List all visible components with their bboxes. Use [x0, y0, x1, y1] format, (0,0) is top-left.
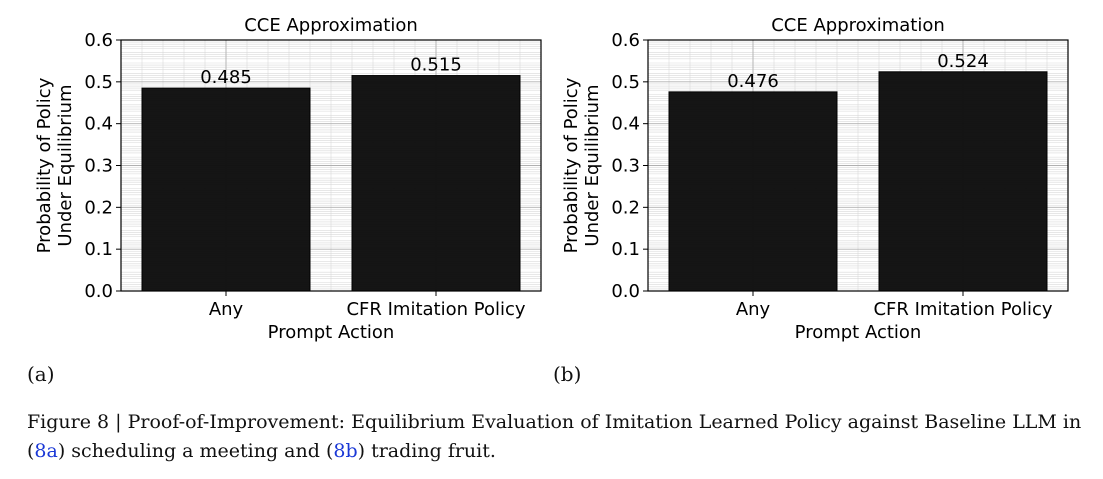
caption-suffix: ) trading fruit.: [357, 440, 496, 462]
y-axis-label: Probability of Policy: [561, 77, 582, 253]
x-tick-label: Any: [736, 299, 771, 320]
x-tick-label: Any: [209, 299, 244, 320]
y-tick-label: 0.3: [611, 156, 640, 177]
chart-title: CCE Approximation: [244, 15, 418, 36]
chart-b: 0.476 0.524 0.0 0.1 0.2 0.3 0.4 0.5 0.6 Any CFR Im…: [561, 15, 1069, 343]
x-axis-label: Prompt Action: [268, 322, 395, 343]
y-tick-label: 0.1: [611, 239, 640, 260]
y-tick-label: 0.0: [611, 281, 640, 302]
x-tick-label: CFR Imitation Policy: [873, 299, 1052, 320]
x-tick-label: CFR Imitation Policy: [346, 299, 525, 320]
subcaption-b: (b): [553, 362, 582, 386]
bar: [351, 75, 521, 292]
y-tick-label: 0.6: [84, 30, 113, 51]
y-tick-label: 0.4: [84, 114, 113, 135]
bar: [668, 91, 838, 292]
y-axis-label: Probability of Policy: [34, 77, 55, 253]
chart-title: CCE Approximation: [771, 15, 945, 36]
y-tick-label: 0.4: [611, 114, 640, 135]
bar: [141, 87, 311, 292]
y-tick-label: 0.2: [84, 197, 113, 218]
subcaption-a: (a): [27, 362, 55, 386]
caption-ref-a[interactable]: 8a: [34, 440, 58, 462]
y-tick-label: 0.2: [611, 197, 640, 218]
chart-a: 0.485 0.515 0.0 0.1 0.2 0.3 0.4 0.5 0.6 Any CFR Im…: [34, 15, 542, 343]
y-tick-label: 0.3: [84, 156, 113, 177]
data-label: 0.476: [727, 71, 779, 92]
y-tick-label: 0.5: [611, 72, 640, 93]
y-tick-label: 0.6: [611, 30, 640, 51]
data-label: 0.515: [410, 55, 462, 76]
y-axis-label: Under Equilibrium: [55, 84, 76, 246]
caption-middle: ) scheduling a meeting and (: [57, 440, 334, 462]
figure-caption: Figure 8 | Proof-of-Improvement: Equilib…: [27, 408, 1087, 466]
y-tick-label: 0.0: [84, 281, 113, 302]
y-axis-label: Under Equilibrium: [582, 84, 603, 246]
y-tick-label: 0.1: [84, 239, 113, 260]
bar: [878, 71, 1048, 292]
data-label: 0.524: [937, 51, 989, 72]
x-axis-label: Prompt Action: [795, 322, 922, 343]
caption-prefix: Figure 8 | Proof-of-Improvement: Equilib…: [27, 411, 1082, 462]
y-tick-label: 0.5: [84, 72, 113, 93]
data-label: 0.485: [200, 67, 252, 88]
caption-ref-b[interactable]: 8b: [333, 440, 358, 462]
